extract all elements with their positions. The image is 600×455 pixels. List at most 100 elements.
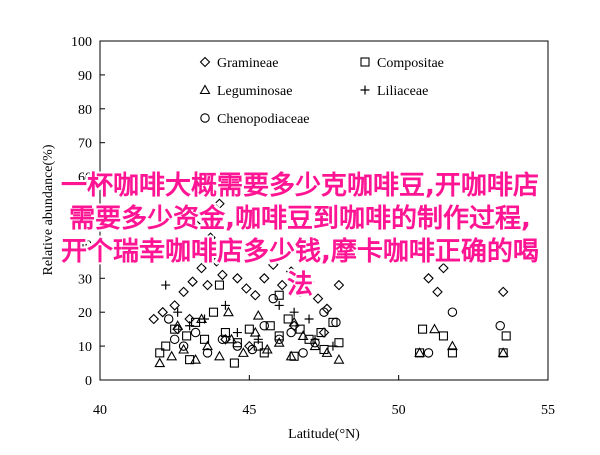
data-point-chenopodiaceae — [268, 293, 278, 304]
data-point-chenopodiaceae — [331, 317, 341, 328]
data-point-gramineae — [294, 286, 306, 298]
data-point-leguminosae — [429, 323, 440, 334]
data-point-chenopodiaceae — [163, 314, 174, 324]
data-point-leguminosae — [214, 350, 225, 361]
data-point-leguminosae — [249, 326, 261, 337]
data-point-gramineae — [223, 171, 234, 182]
data-point-gramineae — [303, 276, 315, 287]
series-leguminosae — [154, 306, 509, 368]
data-point-gramineae — [178, 286, 189, 298]
data-point-chenopodiaceae — [423, 348, 434, 358]
data-point-chenopodiaceae — [319, 307, 329, 317]
data-point-liliaceae — [253, 334, 263, 344]
data-point-gramineae — [157, 306, 168, 318]
data-point-compositae — [295, 324, 305, 334]
y-tick-label: 60 — [78, 171, 92, 186]
legend-marker-liliaceae — [360, 85, 370, 95]
data-point-compositae — [283, 314, 293, 324]
legend-item-gramineae: Gramineae — [199, 56, 278, 71]
legend-item-leguminosae: Leguminosae — [199, 84, 292, 99]
data-point-chenopodiaceae — [259, 321, 270, 331]
y-tick-label: 10 — [78, 340, 92, 355]
data-point-gramineae — [276, 279, 288, 291]
series-chenopodiaceae — [163, 293, 505, 358]
data-point-leguminosae — [166, 350, 178, 361]
data-point-leguminosae — [321, 347, 333, 357]
legend-marker-gramineae — [199, 56, 211, 68]
data-point-leguminosae — [414, 347, 426, 357]
legend-label: Chenopodiaceae — [217, 112, 310, 127]
data-point-compositae — [418, 324, 428, 334]
data-point-compositae — [214, 280, 225, 290]
data-points — [148, 171, 511, 368]
data-point-compositae — [208, 307, 219, 317]
data-point-leguminosae — [497, 347, 509, 357]
x-tick-label: 50 — [392, 403, 406, 418]
y-tick-label: 50 — [78, 205, 92, 220]
data-point-liliaceae — [220, 300, 230, 310]
data-point-leguminosae — [273, 337, 285, 347]
series-liliaceae — [161, 280, 338, 351]
legend: Gramineae Compositae Leguminosae Liliaceae C… — [199, 56, 444, 127]
legend-item-chenopodiaceae: Chenopodiaceae — [200, 112, 310, 127]
x-tick-label: 40 — [93, 403, 107, 418]
data-point-gramineae — [244, 340, 255, 352]
data-point-compositae — [155, 348, 165, 358]
data-point-liliaceae — [274, 300, 284, 310]
legend-item-liliaceae: Liliaceae — [360, 84, 428, 99]
data-point-chenopodiaceae — [247, 344, 258, 355]
data-point-leguminosae — [446, 340, 458, 351]
y-tick-label: 40 — [78, 238, 92, 253]
data-point-liliaceae — [289, 307, 299, 317]
data-point-gramineae — [258, 273, 270, 284]
data-point-leguminosae — [333, 354, 345, 364]
data-point-chenopodiaceae — [169, 334, 180, 345]
data-point-gramineae — [148, 313, 160, 325]
y-tick-label: 90 — [78, 69, 92, 84]
data-point-gramineae — [318, 327, 330, 338]
data-point-gramineae — [205, 232, 216, 243]
legend-item-compositae: Compositae — [360, 56, 444, 71]
data-point-leguminosae — [154, 357, 166, 368]
legend-label: Leguminosae — [217, 84, 292, 99]
data-point-leguminosae — [178, 343, 190, 354]
data-point-compositae — [328, 317, 338, 327]
y-tick-label: 20 — [78, 306, 92, 321]
data-point-leguminosae — [190, 354, 202, 364]
x-tick-label: 55 — [541, 403, 555, 418]
data-point-gramineae — [312, 293, 324, 304]
data-point-gramineae — [226, 245, 237, 257]
data-point-compositae — [229, 358, 239, 368]
data-point-chenopodiaceae — [190, 327, 201, 338]
data-point-gramineae — [190, 218, 201, 230]
data-point-chenopodiaceae — [447, 307, 458, 317]
y-tick-label: 80 — [78, 103, 92, 118]
y-axis-title: Relative abundance(%) — [41, 144, 56, 275]
data-point-gramineae — [220, 334, 231, 345]
data-point-compositae — [199, 334, 210, 344]
data-point-gramineae — [169, 300, 180, 311]
data-point-chenopodiaceae — [298, 348, 308, 358]
data-point-chenopodiaceae — [217, 334, 228, 345]
legend-marker-compositae — [360, 57, 370, 67]
data-point-gramineae — [333, 279, 345, 291]
y-tick-label: 100 — [71, 35, 92, 50]
legend-marker-leguminosae — [199, 84, 211, 95]
series-gramineae — [148, 171, 509, 352]
data-point-gramineae — [202, 279, 213, 291]
data-point-liliaceae — [200, 314, 210, 324]
series-compositae — [155, 280, 511, 368]
data-point-chenopodiaceae — [274, 334, 284, 345]
legend-label: Compositae — [377, 56, 444, 71]
y-tick-label: 70 — [78, 137, 92, 152]
data-point-leguminosae — [309, 340, 321, 351]
data-point-compositae — [334, 338, 344, 348]
legend-marker-chenopodiaceae — [200, 113, 210, 123]
data-point-liliaceae — [232, 328, 242, 338]
data-point-compositae — [265, 321, 275, 331]
y-tick-label: 0 — [85, 374, 92, 389]
data-point-leguminosae — [237, 347, 249, 357]
data-point-compositae — [316, 327, 326, 338]
data-point-gramineae — [267, 259, 279, 271]
